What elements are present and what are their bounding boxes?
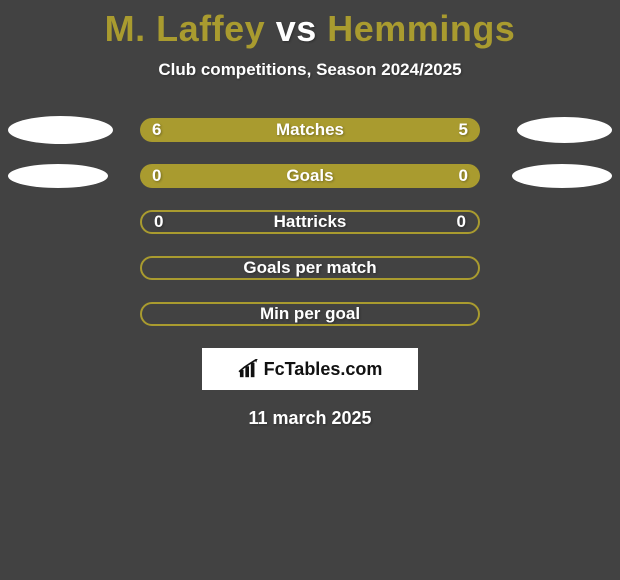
comparison-infographic: M. Laffey vs Hemmings Club competitions,… bbox=[0, 0, 620, 580]
player-ellipse-left bbox=[8, 164, 108, 188]
date-text: 11 march 2025 bbox=[0, 408, 620, 429]
stat-bar: Hattricks 0 0 bbox=[140, 210, 480, 234]
logo-text: FcTables.com bbox=[264, 359, 383, 380]
stat-value-right: 5 bbox=[459, 120, 468, 140]
stats-rows: Matches 6 5 Goals 0 0 Hattricks 0 0 Goals per mat… bbox=[0, 118, 620, 326]
stat-label: Hattricks bbox=[274, 212, 347, 232]
player-ellipse-right bbox=[512, 164, 612, 188]
stat-label: Goals bbox=[286, 166, 333, 186]
stat-bar: Matches 6 5 bbox=[140, 118, 480, 142]
stat-row: Goals 0 0 bbox=[0, 164, 620, 188]
player-ellipse-right bbox=[517, 117, 612, 143]
title-vs: vs bbox=[276, 8, 317, 49]
stat-value-left: 6 bbox=[152, 120, 161, 140]
logo-chart-icon bbox=[238, 359, 260, 379]
player-ellipse-left bbox=[8, 116, 113, 144]
stat-value-left: 0 bbox=[152, 166, 161, 186]
stat-value-left: 0 bbox=[154, 212, 163, 232]
stat-label: Min per goal bbox=[260, 304, 360, 324]
logo-box: FcTables.com bbox=[202, 348, 418, 390]
stat-bar: Goals per match bbox=[140, 256, 480, 280]
page-title: M. Laffey vs Hemmings bbox=[0, 0, 620, 50]
stat-bar: Min per goal bbox=[140, 302, 480, 326]
stat-value-right: 0 bbox=[459, 166, 468, 186]
stat-row: Matches 6 5 bbox=[0, 118, 620, 142]
stat-row: Goals per match bbox=[0, 256, 620, 280]
stat-label: Goals per match bbox=[243, 258, 376, 278]
title-player-left: M. Laffey bbox=[105, 8, 266, 49]
stat-row: Min per goal bbox=[0, 302, 620, 326]
subtitle: Club competitions, Season 2024/2025 bbox=[0, 60, 620, 80]
stat-row: Hattricks 0 0 bbox=[0, 210, 620, 234]
stat-label: Matches bbox=[276, 120, 344, 140]
stat-value-right: 0 bbox=[457, 212, 466, 232]
stat-bar: Goals 0 0 bbox=[140, 164, 480, 188]
title-player-right: Hemmings bbox=[327, 8, 515, 49]
